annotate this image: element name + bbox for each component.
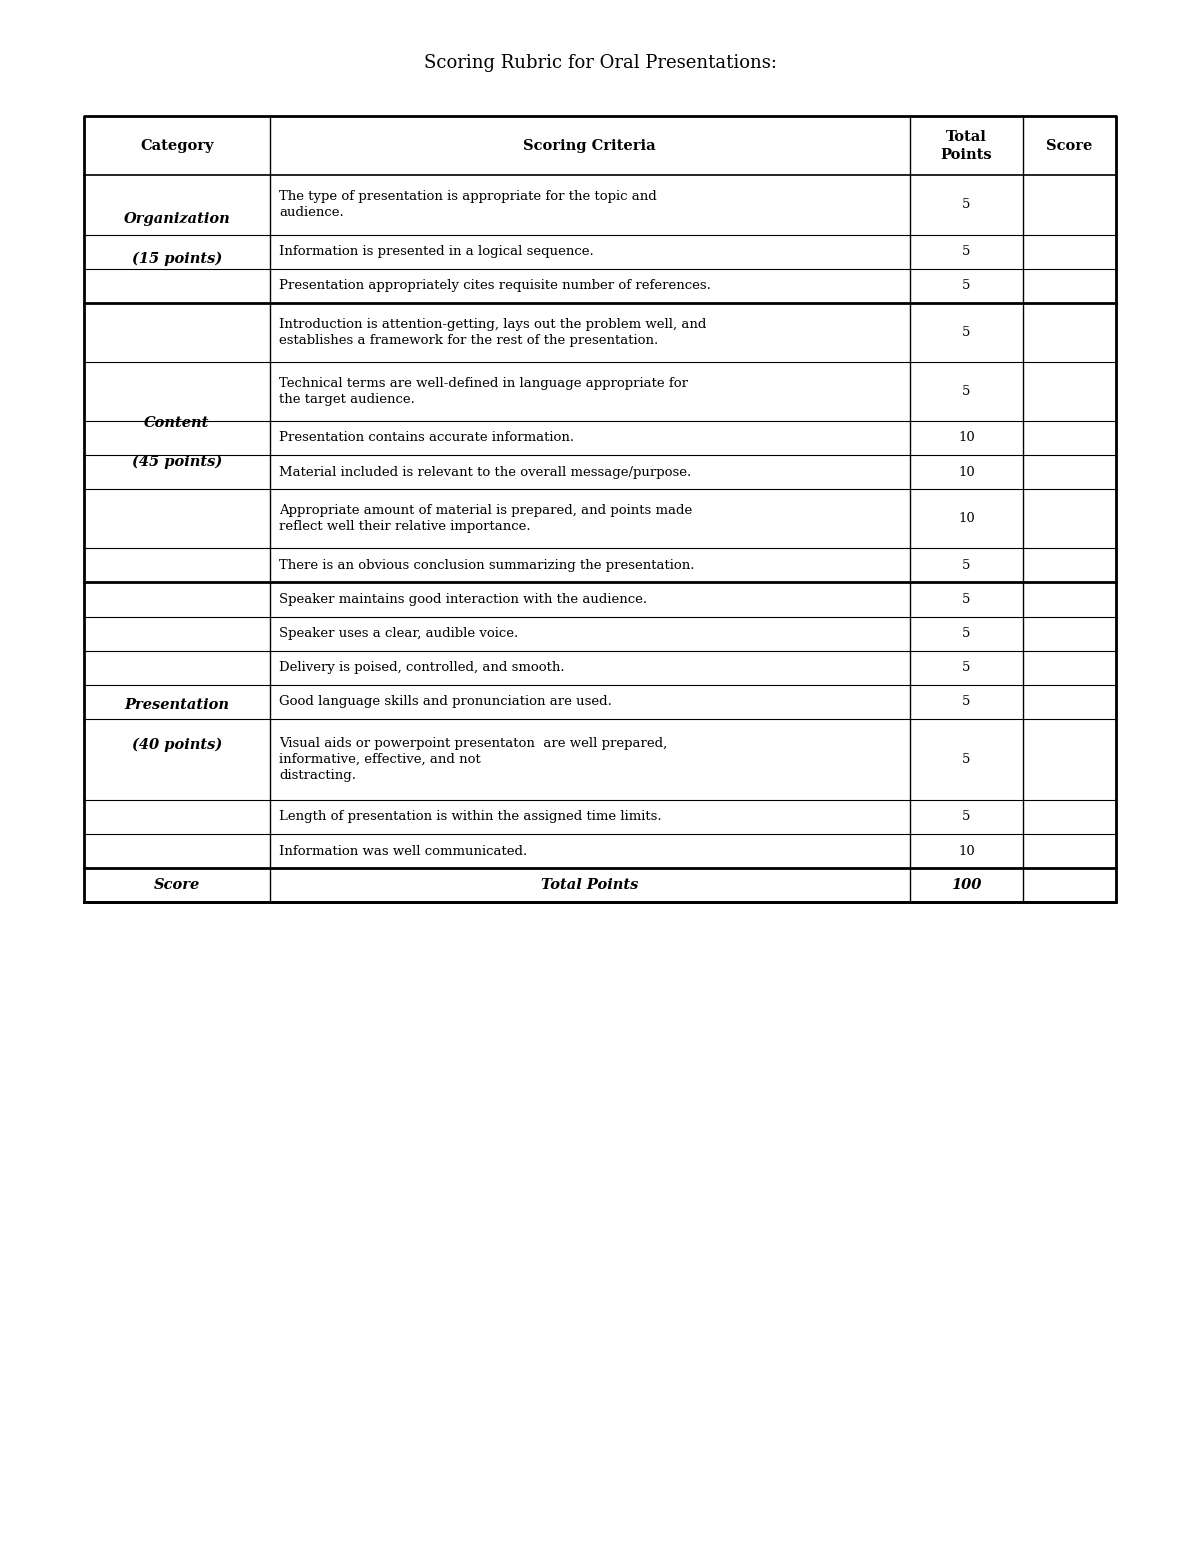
Text: Content

(45 points): Content (45 points) [132, 416, 222, 469]
Text: 5: 5 [962, 811, 971, 823]
Text: Speaker uses a clear, audible voice.: Speaker uses a clear, audible voice. [280, 627, 518, 640]
Text: 5: 5 [962, 662, 971, 674]
Text: 10: 10 [958, 845, 974, 857]
Text: Score: Score [154, 877, 200, 893]
Text: Visual aids or powerpoint presentaton  are well prepared,
informative, effective: Visual aids or powerpoint presentaton ar… [280, 738, 667, 781]
Text: Information was well communicated.: Information was well communicated. [280, 845, 528, 857]
Text: Presentation

(40 points): Presentation (40 points) [125, 699, 229, 752]
Text: Speaker maintains good interaction with the audience.: Speaker maintains good interaction with … [280, 593, 648, 606]
Text: Category: Category [140, 138, 214, 154]
Text: 5: 5 [962, 753, 971, 766]
Text: Information is presented in a logical sequence.: Information is presented in a logical se… [280, 245, 594, 258]
Text: 5: 5 [962, 245, 971, 258]
Text: 5: 5 [962, 696, 971, 708]
Text: Length of presentation is within the assigned time limits.: Length of presentation is within the ass… [280, 811, 662, 823]
Text: 5: 5 [962, 559, 971, 572]
Text: Presentation contains accurate information.: Presentation contains accurate informati… [280, 432, 575, 444]
Text: There is an obvious conclusion summarizing the presentation.: There is an obvious conclusion summarizi… [280, 559, 695, 572]
Text: The type of presentation is appropriate for the topic and
audience.: The type of presentation is appropriate … [280, 191, 658, 219]
Text: 5: 5 [962, 326, 971, 339]
Text: 5: 5 [962, 593, 971, 606]
Text: Good language skills and pronunciation are used.: Good language skills and pronunciation a… [280, 696, 612, 708]
Text: Material included is relevant to the overall message/purpose.: Material included is relevant to the ove… [280, 466, 691, 478]
Text: Score: Score [1046, 138, 1093, 154]
Text: 10: 10 [958, 512, 974, 525]
Text: 100: 100 [952, 877, 982, 893]
Text: Organization

(15 points): Organization (15 points) [124, 213, 230, 266]
Text: Scoring Criteria: Scoring Criteria [523, 138, 656, 154]
Text: 5: 5 [962, 199, 971, 211]
Text: Technical terms are well-defined in language appropriate for
the target audience: Technical terms are well-defined in lang… [280, 377, 689, 405]
Text: 5: 5 [962, 385, 971, 398]
Text: 10: 10 [958, 432, 974, 444]
Text: Introduction is attention-getting, lays out the problem well, and
establishes a : Introduction is attention-getting, lays … [280, 318, 707, 346]
Text: 5: 5 [962, 627, 971, 640]
Text: Total Points: Total Points [541, 877, 638, 893]
Text: 5: 5 [962, 280, 971, 292]
Text: Delivery is poised, controlled, and smooth.: Delivery is poised, controlled, and smoo… [280, 662, 565, 674]
Text: Total
Points: Total Points [941, 130, 992, 162]
Text: 10: 10 [958, 466, 974, 478]
Text: Appropriate amount of material is prepared, and points made
reflect well their r: Appropriate amount of material is prepar… [280, 505, 692, 533]
Text: Scoring Rubric for Oral Presentations:: Scoring Rubric for Oral Presentations: [424, 54, 776, 73]
Text: Presentation appropriately cites requisite number of references.: Presentation appropriately cites requisi… [280, 280, 712, 292]
